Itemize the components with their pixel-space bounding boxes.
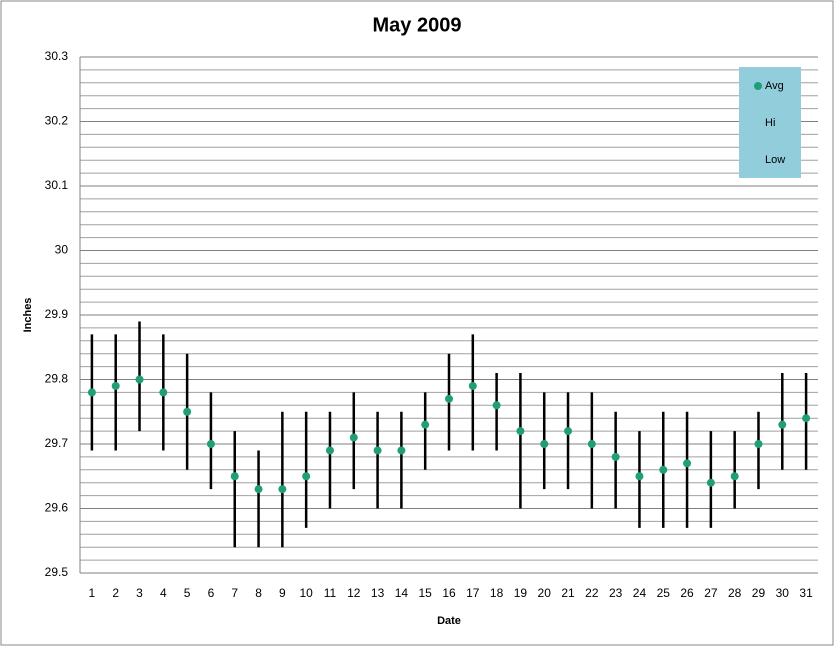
avg-marker <box>325 446 334 455</box>
x-tick-label: 26 <box>680 586 694 600</box>
avg-marker <box>206 440 215 448</box>
x-tick-label: 11 <box>324 586 337 600</box>
y-tick-label: 30.2 <box>45 114 69 128</box>
y-tick-label: 29.7 <box>45 436 69 450</box>
x-tick-label: 12 <box>347 586 361 600</box>
avg-marker <box>635 472 644 481</box>
x-tick-label: 15 <box>419 586 433 600</box>
avg-marker <box>587 440 596 448</box>
y-tick-label: 30 <box>55 243 69 257</box>
avg-marker <box>373 446 382 455</box>
avg-marker <box>611 452 620 461</box>
avg-marker <box>468 381 477 390</box>
y-tick-label: 30.1 <box>45 178 69 192</box>
x-tick-label: 31 <box>799 586 813 600</box>
legend-label: Low <box>765 154 785 166</box>
avg-marker <box>278 485 287 494</box>
avg-marker <box>754 440 763 448</box>
avg-marker <box>111 381 120 390</box>
chart-title: May 2009 <box>373 14 462 36</box>
avg-marker <box>516 427 525 436</box>
y-axis-label: Inches <box>22 298 34 333</box>
x-tick-label: 2 <box>112 586 119 600</box>
x-tick-label: 13 <box>371 586 385 600</box>
avg-marker <box>778 420 787 429</box>
x-tick-label: 24 <box>633 586 647 600</box>
avg-marker <box>87 388 96 397</box>
x-tick-label: 5 <box>184 586 191 600</box>
x-tick-label: 18 <box>490 586 504 600</box>
y-tick-label: 30.3 <box>45 49 69 63</box>
x-tick-label: 16 <box>442 586 456 600</box>
x-tick-label: 29 <box>752 586 766 600</box>
x-tick-label: 20 <box>538 586 552 600</box>
y-tick-label: 29.9 <box>45 307 69 321</box>
legend-marker <box>754 82 762 90</box>
x-tick-label: 6 <box>208 586 215 600</box>
y-tick-label: 29.8 <box>45 372 69 386</box>
x-tick-label: 28 <box>728 586 742 600</box>
x-tick-label: 9 <box>279 586 286 600</box>
avg-marker <box>254 485 263 494</box>
x-tick-label: 8 <box>255 586 262 600</box>
x-tick-label: 30 <box>776 586 790 600</box>
x-tick-label: 21 <box>561 586 575 600</box>
legend-label: Avg <box>765 80 784 92</box>
x-tick-label: 14 <box>395 586 409 600</box>
avg-marker <box>183 407 192 416</box>
avg-marker <box>135 375 144 384</box>
avg-marker <box>683 459 692 468</box>
avg-marker <box>564 427 573 436</box>
avg-marker <box>230 472 239 481</box>
avg-marker <box>159 388 168 397</box>
x-tick-label: 4 <box>160 586 167 600</box>
avg-marker <box>349 433 358 442</box>
x-axis-label: Date <box>437 615 461 627</box>
x-tick-label: 19 <box>514 586 528 600</box>
avg-marker <box>421 420 430 429</box>
x-tick-label: 10 <box>299 586 313 600</box>
x-tick-label: 25 <box>657 586 671 600</box>
avg-marker <box>802 414 811 423</box>
avg-marker <box>706 478 715 487</box>
x-tick-label: 23 <box>609 586 623 600</box>
y-tick-label: 29.6 <box>45 501 69 515</box>
x-tick-label: 1 <box>89 586 96 600</box>
avg-marker <box>540 440 549 448</box>
x-tick-label: 22 <box>585 586 599 600</box>
avg-marker <box>659 465 668 474</box>
y-tick-label: 29.5 <box>45 565 69 579</box>
avg-marker <box>302 472 311 481</box>
avg-marker <box>445 394 453 403</box>
x-tick-label: 3 <box>136 586 143 600</box>
legend-label: Hi <box>765 117 775 129</box>
avg-marker <box>730 472 739 481</box>
x-tick-label: 17 <box>466 586 480 600</box>
avg-marker <box>492 401 501 410</box>
avg-marker <box>397 446 406 455</box>
x-tick-label: 27 <box>704 586 718 600</box>
x-tick-label: 7 <box>231 586 238 600</box>
legend <box>739 67 801 178</box>
